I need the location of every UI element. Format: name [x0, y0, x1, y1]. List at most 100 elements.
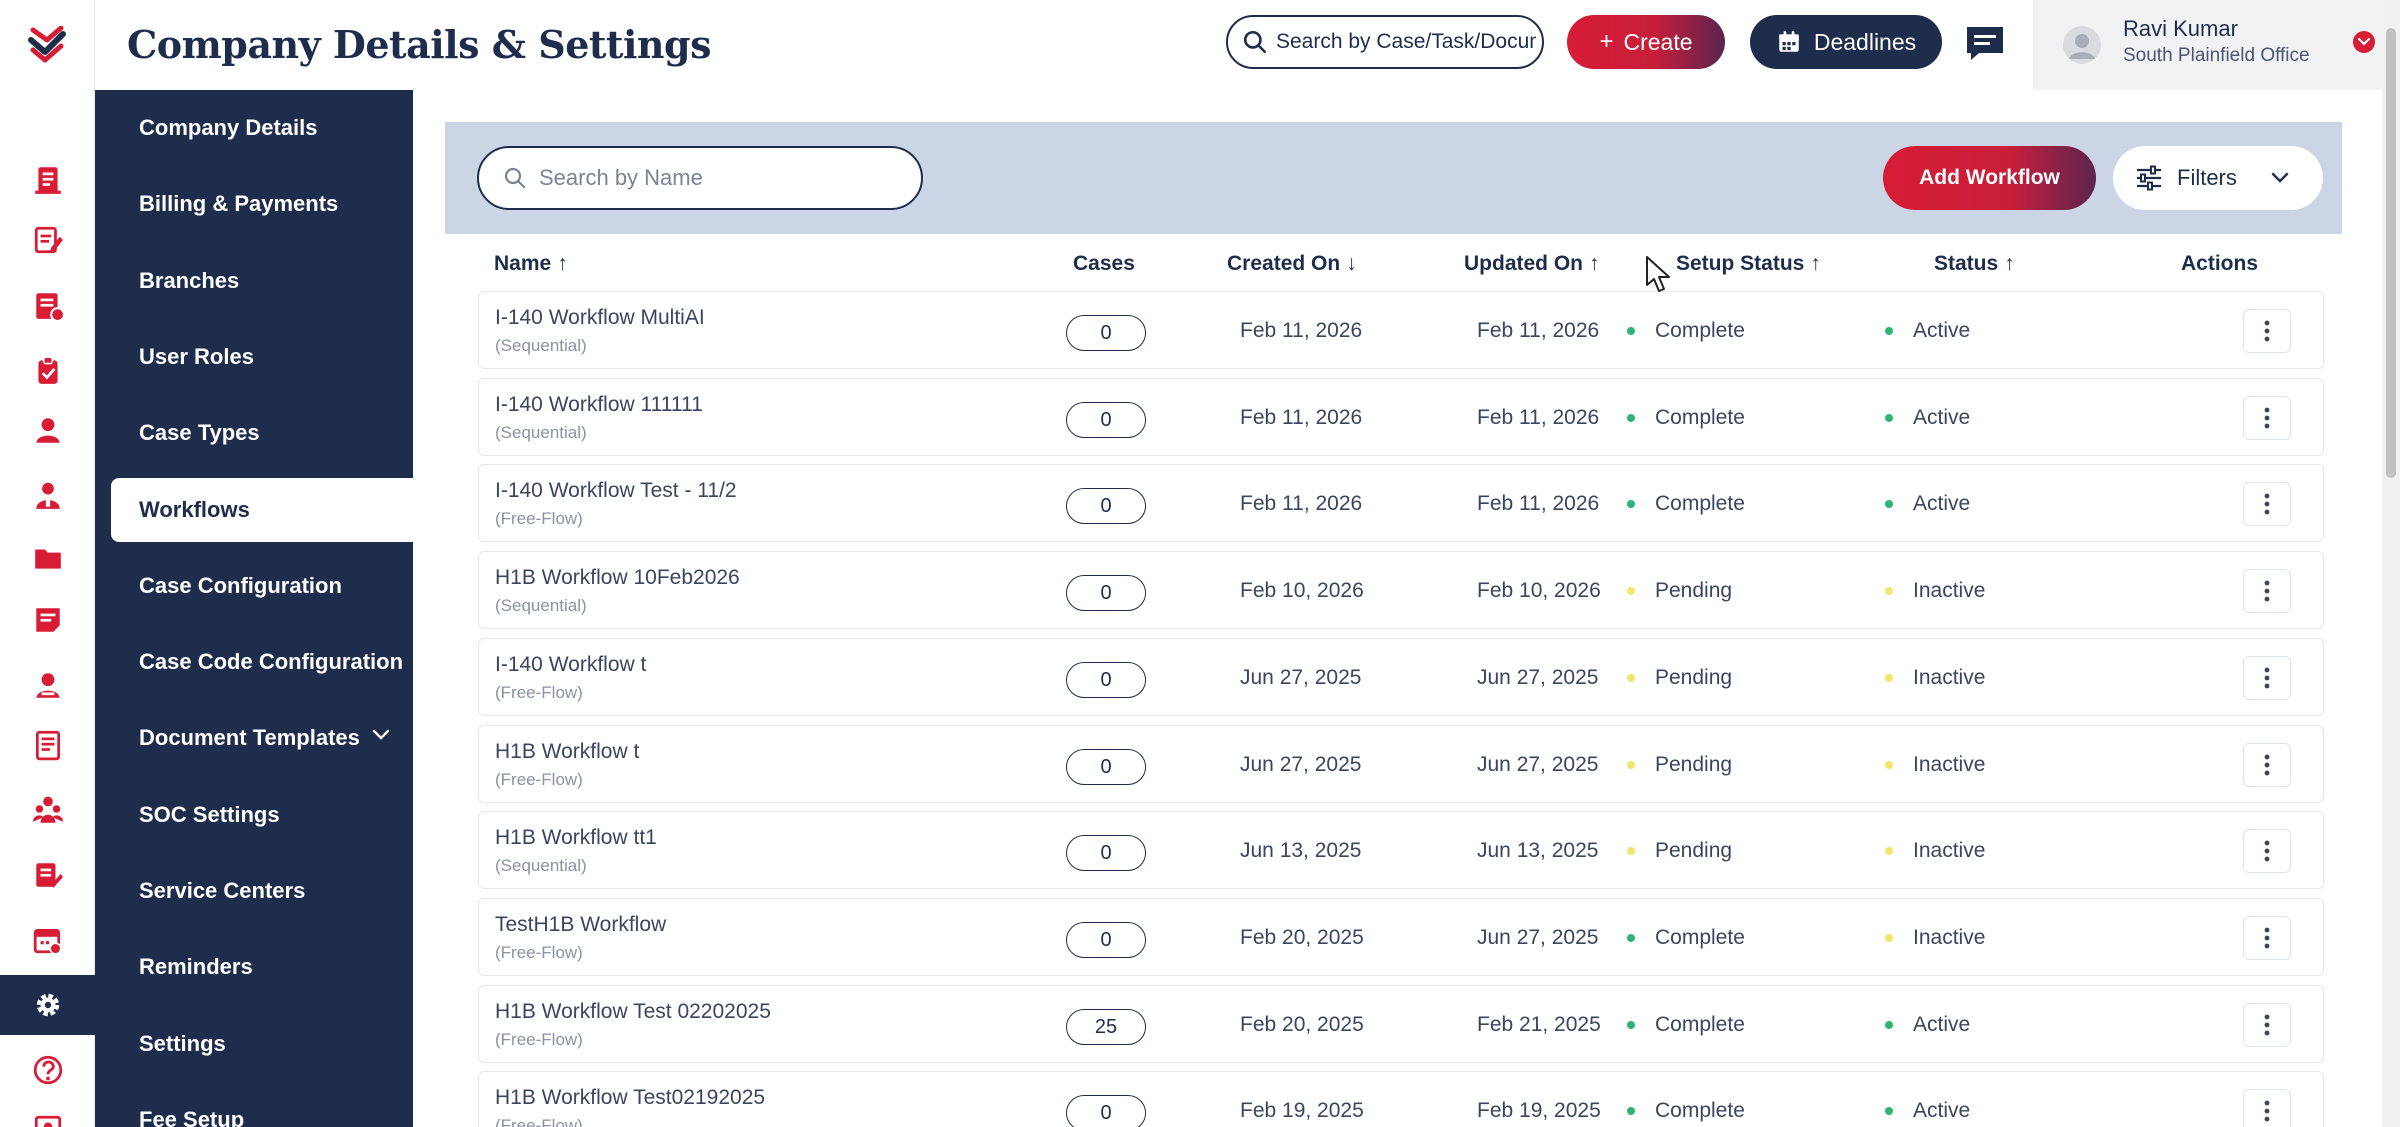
menu-item-document-templates[interactable]: Document Templates: [111, 706, 413, 770]
rail-folder-button[interactable]: [0, 528, 95, 588]
row-actions-button[interactable]: [2243, 915, 2291, 960]
menu-item-reminders[interactable]: Reminders: [111, 935, 413, 999]
table-row[interactable]: I-140 Workflow t (Free-Flow) 0 Jun 27, 2025…: [478, 637, 2324, 716]
sort-arrow-icon[interactable]: ↓: [1346, 252, 1357, 275]
global-search[interactable]: [1226, 15, 1544, 69]
workflow-name[interactable]: I-140 Workflow Test - 11/2: [495, 479, 737, 503]
table-row[interactable]: H1B Workflow t (Free-Flow) 0 Jun 27, 2025 Ju…: [478, 724, 2324, 803]
status: Active: [1885, 492, 1970, 516]
status-label: Inactive: [1913, 579, 1986, 603]
row-actions-button[interactable]: [2243, 1002, 2291, 1047]
rail-form-button[interactable]: [0, 275, 95, 335]
row-actions-button[interactable]: [2243, 829, 2291, 874]
template-icon: [35, 863, 63, 888]
table-row[interactable]: I-140 Workflow 111111 (Sequential) 0 Feb 11…: [478, 377, 2324, 456]
global-search-input[interactable]: [1276, 30, 1536, 54]
workflow-name[interactable]: H1B Workflow tt1: [495, 826, 657, 850]
table-row[interactable]: I-140 Workflow Test - 11/2 (Free-Flow) 0 Fe…: [478, 464, 2324, 543]
column-header-setup-status[interactable]: Setup Status ↑: [1676, 252, 1821, 276]
row-actions-button[interactable]: [2243, 395, 2291, 440]
workflow-name[interactable]: TestH1B Workflow: [495, 912, 667, 936]
menu-item-case-types[interactable]: Case Types: [111, 401, 413, 465]
workflow-name[interactable]: H1B Workflow t: [495, 739, 640, 763]
table-row[interactable]: I-140 Workflow MultiAI (Sequential) 0 Feb 1…: [478, 291, 2324, 369]
menu-item-user-roles[interactable]: User Roles: [111, 325, 413, 389]
page-scrollbar[interactable]: [2382, 0, 2400, 1127]
rail-gear-button[interactable]: [0, 975, 95, 1035]
row-actions-button[interactable]: [2243, 742, 2291, 787]
rail-id-card-button[interactable]: [0, 1100, 95, 1127]
rail-report-button[interactable]: [0, 715, 95, 775]
sort-arrow-icon[interactable]: ↑: [1589, 252, 1600, 275]
rail-help-button[interactable]: [0, 1040, 95, 1100]
menu-item-fee-setup[interactable]: Fee Setup: [111, 1088, 413, 1127]
table-row[interactable]: H1B Workflow Test02192025 (Free-Flow) 0 Feb…: [478, 1071, 2324, 1127]
column-header-updated-on[interactable]: Updated On ↑: [1464, 252, 1600, 276]
rail-client-button[interactable]: [0, 465, 95, 525]
table-row[interactable]: H1B Workflow 10Feb2026 (Sequential) 0 Feb 1…: [478, 551, 2324, 630]
menu-item-case-configuration[interactable]: Case Configuration: [111, 554, 413, 618]
name-search[interactable]: [477, 146, 923, 210]
create-button[interactable]: + Create: [1567, 15, 1725, 69]
menu-item-soc-settings[interactable]: SOC Settings: [111, 783, 413, 847]
menu-item-case-code-configuration[interactable]: Case Code Configuration: [111, 630, 413, 694]
deadlines-button[interactable]: Deadlines: [1750, 15, 1942, 69]
rail-template-button[interactable]: [0, 845, 95, 905]
column-header-status[interactable]: Status ↑: [1934, 252, 2015, 276]
menu-item-company-details[interactable]: Company Details: [111, 96, 413, 160]
table-header: Name ↑ Cases Created On ↓ Updated On ↑ Setup St…: [445, 238, 2342, 294]
row-actions-button[interactable]: [2243, 1089, 2291, 1127]
workflow-name[interactable]: H1B Workflow Test 02202025: [495, 999, 771, 1023]
workflow-name[interactable]: I-140 Workflow 111111: [495, 392, 703, 416]
row-actions-button[interactable]: [2243, 482, 2291, 527]
table-row[interactable]: H1B Workflow Test 02202025 (Free-Flow) 25 F…: [478, 984, 2324, 1063]
row-actions-button[interactable]: [2243, 309, 2291, 353]
chevron-down-icon[interactable]: [2353, 31, 2375, 53]
workflow-type: (Free-Flow): [495, 942, 583, 962]
row-actions-button[interactable]: [2243, 655, 2291, 700]
table-row[interactable]: TestH1B Workflow (Free-Flow) 0 Feb 20, 2025…: [478, 897, 2324, 976]
clipboard-icon: [37, 356, 58, 384]
menu-item-workflows[interactable]: Workflows: [111, 477, 413, 542]
workflow-name[interactable]: I-140 Workflow MultiAI: [495, 306, 705, 329]
updated-on-date: Feb 21, 2025: [1477, 1012, 1601, 1036]
rail-clipboard-button[interactable]: [0, 340, 95, 400]
menu-item-label: Billing & Payments: [139, 191, 339, 217]
menu-item-settings[interactable]: Settings: [111, 1012, 413, 1076]
rail-team-button[interactable]: [0, 780, 95, 840]
status-dot-icon: [1627, 587, 1635, 596]
name-search-input[interactable]: [539, 165, 919, 191]
rail-edit-document-button[interactable]: [0, 210, 95, 270]
column-header-created-on[interactable]: Created On ↓: [1227, 252, 1357, 276]
rail-note-button[interactable]: [0, 590, 95, 650]
table-row[interactable]: H1B Workflow tt1 (Sequential) 0 Jun 13, 202…: [478, 811, 2324, 890]
workflow-name[interactable]: H1B Workflow Test02192025: [495, 1086, 766, 1110]
column-header-name[interactable]: Name ↑: [494, 252, 568, 276]
setup-status: Pending: [1627, 839, 1732, 863]
workflow-name[interactable]: H1B Workflow 10Feb2026: [495, 566, 740, 590]
filters-button[interactable]: Filters: [2113, 146, 2323, 210]
rail-document-button[interactable]: [0, 150, 95, 210]
add-workflow-button[interactable]: Add Workflow: [1883, 146, 2096, 210]
sort-arrow-icon[interactable]: ↑: [557, 252, 568, 275]
menu-item-service-centers[interactable]: Service Centers: [111, 859, 413, 923]
status-dot-icon: [1885, 1020, 1893, 1029]
rail-person-button[interactable]: [0, 400, 95, 460]
workflow-name[interactable]: I-140 Workflow t: [495, 652, 647, 676]
rail-calendar-settings-button[interactable]: [0, 910, 95, 970]
scrollbar-thumb[interactable]: [2386, 28, 2396, 478]
menu-item-branches[interactable]: Branches: [111, 249, 413, 313]
setup-status-label: Pending: [1655, 579, 1733, 603]
sort-arrow-icon[interactable]: ↑: [1810, 252, 1821, 275]
chevron-down-icon[interactable]: [371, 728, 391, 742]
row-actions-button[interactable]: [2243, 569, 2291, 614]
user-menu[interactable]: Ravi Kumar South Plainfield Office: [2033, 0, 2400, 90]
menu-item-billing-and-payments[interactable]: Billing & Payments: [111, 172, 413, 236]
rail-contact-button[interactable]: [0, 655, 95, 715]
messages-button[interactable]: [1960, 20, 2010, 66]
setup-status-label: Complete: [1655, 319, 1745, 342]
app-logo[interactable]: [0, 0, 95, 90]
sort-arrow-icon[interactable]: ↑: [2004, 252, 2015, 275]
settings-menu: Company Details Billing & Payments Branche…: [95, 90, 413, 1127]
